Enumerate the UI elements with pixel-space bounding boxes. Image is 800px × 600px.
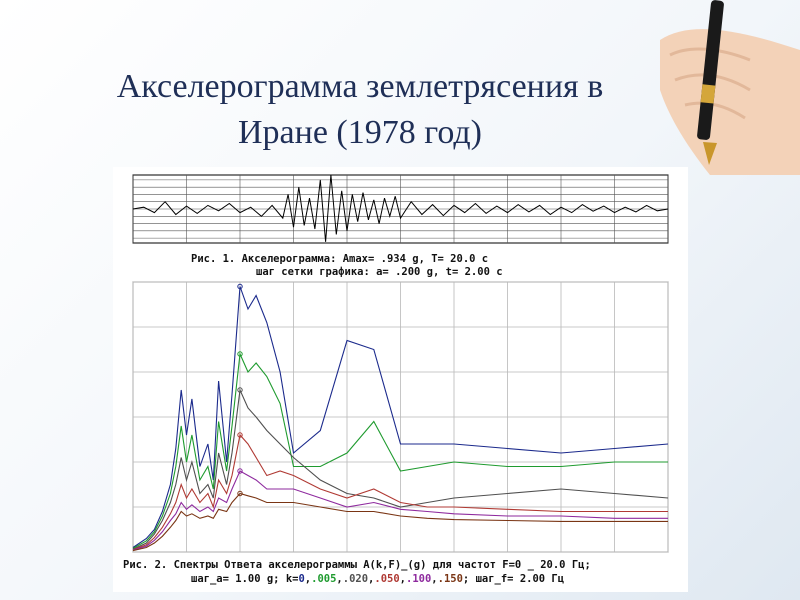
k-value-separator: ,: [400, 573, 406, 585]
spectra-series-line-4: [132, 470, 668, 551]
spectra-series-line-0: [132, 286, 669, 548]
response-spectra-chart: [132, 281, 669, 553]
k-value-1: .005: [311, 573, 336, 585]
charts-svg: Рис. 1. Акселерограмма: Amax= .934 g, T=…: [123, 174, 669, 585]
k-value-separator: ,: [336, 573, 342, 585]
spectra-peak-marker-0: [237, 283, 243, 290]
spectra-peak-marker-5: [237, 490, 243, 497]
k-value-separator: ,: [305, 573, 311, 585]
slide-title-line1: Акселерограмма землетрясения в: [116, 68, 604, 105]
spectra-peak-marker-2: [237, 387, 243, 393]
fig2-caption-suffix: ; шаг_f= 2.00 Гц: [463, 573, 564, 585]
spectra-peak-marker-3: [237, 432, 243, 438]
spectra-peak-marker-4: [237, 468, 243, 474]
fig2-k-values: 0,.005,.020,.050,.100,.150: [298, 573, 462, 585]
k-value-4: .100: [406, 573, 431, 585]
fig2-caption-line1: Рис. 2. Спектры Ответа акселерограммы A(…: [123, 559, 591, 571]
accelerogram-chart: [132, 174, 669, 244]
fig2-caption-prefix: шаг_а= 1.00 g; k=: [191, 573, 298, 585]
spectra-series-line-3: [132, 433, 668, 551]
k-value-0: 0: [298, 573, 304, 585]
spectra-series-line-1: [132, 351, 668, 549]
fig1-caption-line2: шаг сетки графика: a= .200 g, t= 2.00 c: [256, 266, 503, 278]
spectra-series-line-2: [132, 387, 669, 550]
k-value-2: .020: [343, 573, 368, 585]
spectra-peak-marker-1: [237, 351, 243, 357]
chart-panel: Рис. 1. Акселерограмма: Amax= .934 g, T=…: [113, 167, 688, 592]
fig2-caption-line2: шаг_а= 1.00 g; k=0,.005,.020,.050,.100,.…: [191, 573, 564, 585]
k-value-3: .050: [374, 573, 399, 585]
slide-title: Акселерограмма землетрясения в Иране (19…: [40, 64, 680, 156]
spectra-series-line-5: [132, 492, 668, 552]
k-value-5: .150: [438, 573, 463, 585]
fig1-caption-line1: Рис. 1. Акселерограмма: Amax= .934 g, T=…: [191, 253, 488, 265]
k-value-separator: ,: [368, 573, 374, 585]
slide-title-line2: Иране (1978 год): [238, 114, 482, 151]
k-value-separator: ,: [431, 573, 437, 585]
accelerogram-series-line: [132, 174, 669, 242]
